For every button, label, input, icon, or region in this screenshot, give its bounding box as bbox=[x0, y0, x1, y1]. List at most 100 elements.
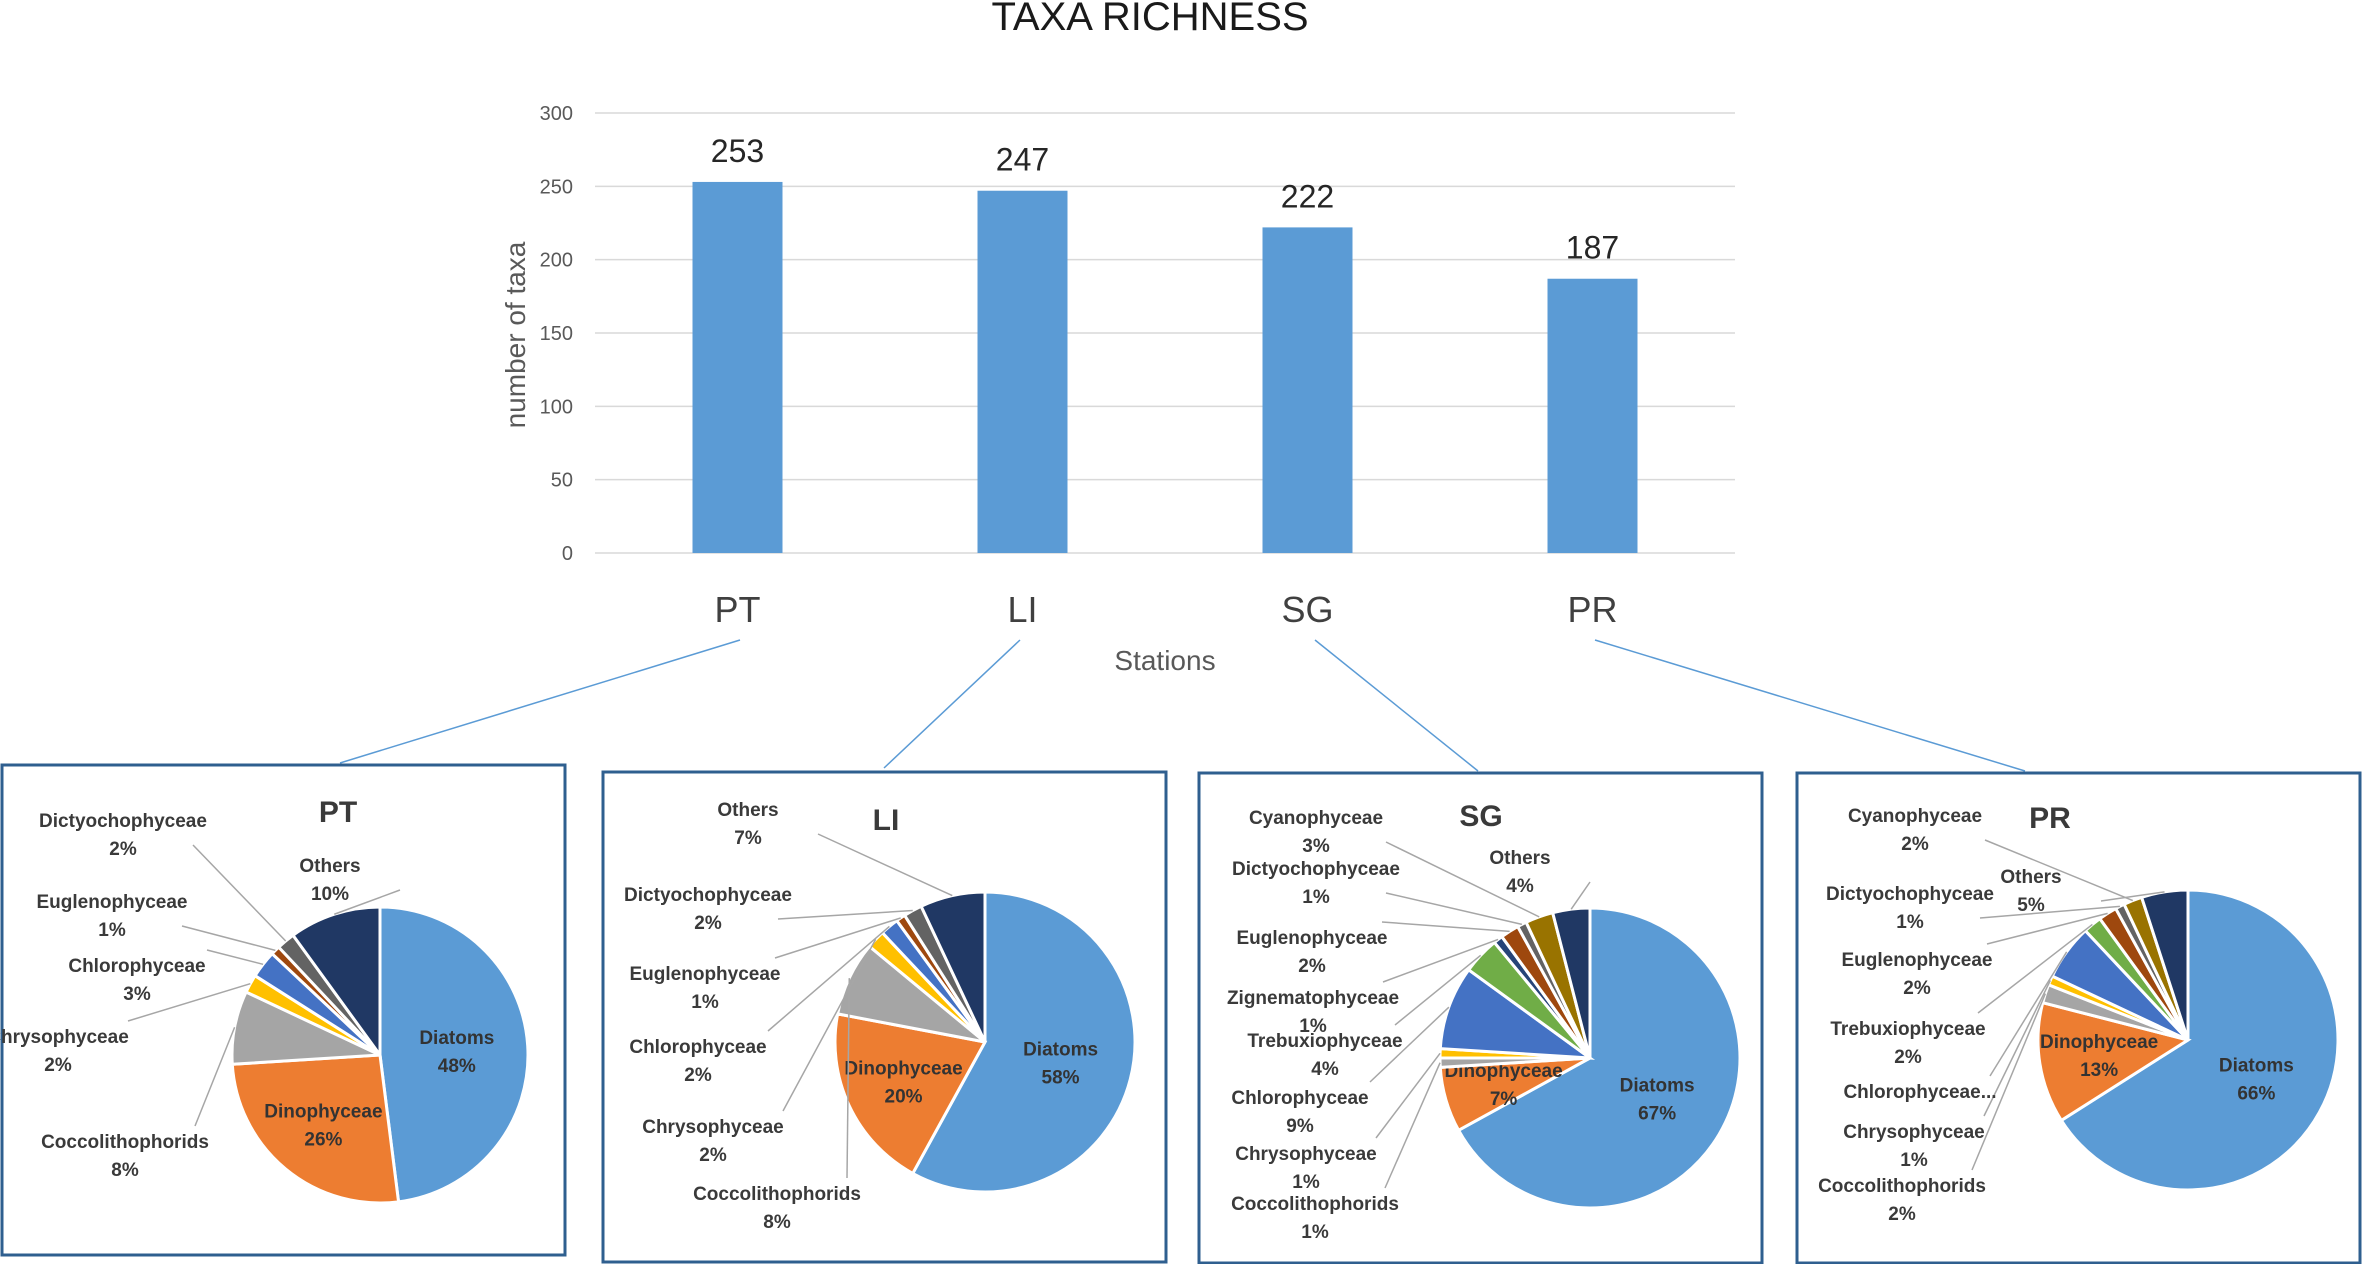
bar-chart: 0 50 100 150 200 250 300 253 PT 247 LI 222 SG 187 PR bbox=[540, 103, 1735, 630]
slice-percent: 2% bbox=[684, 1065, 712, 1086]
slice-percent: 4% bbox=[1506, 876, 1534, 897]
leader-line bbox=[817, 833, 953, 897]
slice-label: Others bbox=[2000, 867, 2061, 888]
connector-pt bbox=[339, 639, 741, 764]
connector-sg bbox=[1314, 639, 1479, 772]
slice-percent: 2% bbox=[109, 839, 137, 860]
slice-label: Chrysophyceae bbox=[1235, 1144, 1377, 1165]
leader-line bbox=[767, 925, 890, 1032]
slice-percent: 1% bbox=[1302, 887, 1330, 908]
slice-label: Euglenophyceae bbox=[37, 892, 188, 913]
slice-percent: 2% bbox=[1901, 834, 1929, 855]
connector-li bbox=[883, 639, 1021, 769]
slice-label: Dictyochophyceae bbox=[624, 885, 792, 906]
pie-panel-li: LI Diatoms 58% Dinophyceae 20% Coccolithophor… bbox=[601, 770, 1168, 1264]
slice-label: Dinophyceae bbox=[844, 1058, 962, 1079]
leader-line bbox=[782, 938, 877, 1112]
leader-line bbox=[1979, 905, 2120, 919]
y-axis-title: number of taxa bbox=[500, 241, 531, 428]
slice-dinophyceae bbox=[2036, 1000, 2192, 1123]
y-tick-label: 100 bbox=[540, 396, 573, 418]
slice-percent: 4% bbox=[1311, 1059, 1339, 1080]
slice-diatoms bbox=[378, 905, 530, 1204]
slice-label: Diatoms bbox=[1023, 1039, 1098, 1060]
leader-line bbox=[777, 909, 913, 920]
slice-label: Others bbox=[1489, 848, 1550, 869]
slice-label: Dinophyceae bbox=[264, 1101, 382, 1122]
slice-others bbox=[2139, 888, 2190, 1041]
slice-label: Cyanophyceae bbox=[1249, 808, 1383, 829]
slice-chlorophyceae bbox=[1438, 967, 1596, 1060]
slice-label: Chlorophyceae... bbox=[1843, 1082, 1996, 1103]
leader-line bbox=[2100, 891, 2165, 902]
slice-diatoms bbox=[2059, 888, 2340, 1192]
x-category-label: PT bbox=[714, 589, 760, 630]
slice-percent: 3% bbox=[123, 984, 151, 1005]
leader-line bbox=[1369, 1006, 1450, 1083]
slice-percent: 5% bbox=[2017, 895, 2045, 916]
slice-dinophyceae bbox=[833, 1012, 988, 1176]
y-tick-label: 250 bbox=[540, 176, 573, 198]
slice-percent: 8% bbox=[763, 1212, 791, 1233]
slice-label: Coccolithophorids bbox=[41, 1132, 209, 1153]
slice-percent: 2% bbox=[44, 1055, 72, 1076]
bar-pt bbox=[692, 181, 783, 553]
leader-line bbox=[774, 917, 901, 959]
slice-percent: 13% bbox=[2080, 1060, 2118, 1081]
slice-percent: 1% bbox=[1301, 1222, 1329, 1243]
bar-value-label: 222 bbox=[1281, 178, 1334, 214]
slice-percent: 1% bbox=[1900, 1150, 1928, 1171]
slice-label: Coccolithophorids bbox=[1818, 1176, 1986, 1197]
slice-label: Chrysophyceae bbox=[1843, 1122, 1985, 1143]
y-tick-label: 300 bbox=[540, 103, 573, 125]
pie-title: SG bbox=[1459, 800, 1502, 833]
slice-label: Chlorophyceae bbox=[629, 1037, 766, 1058]
leader-line bbox=[1384, 1062, 1441, 1189]
slice-label: Cyanophyceae bbox=[1848, 806, 1982, 827]
slice-percent: 1% bbox=[1292, 1172, 1320, 1193]
pie-panel-pr: PR Diatoms 66% Dinophyceae 13% Coccolithophor… bbox=[1795, 771, 2362, 1264]
slice-percent: 1% bbox=[1299, 1016, 1327, 1037]
slice-percent: 1% bbox=[1896, 912, 1924, 933]
slice-percent: 20% bbox=[885, 1086, 923, 1107]
slice-percent: 7% bbox=[1490, 1089, 1518, 1110]
pie-panel-sg: SGDiatoms67%Dinophyceae7%Coccolithophori… bbox=[1197, 771, 1764, 1264]
leader-line bbox=[181, 925, 276, 952]
slice-percent: 1% bbox=[691, 992, 719, 1013]
slice-percent: 10% bbox=[311, 884, 349, 905]
leader-line bbox=[1971, 993, 2047, 1171]
slice-label: Trebuxiophyceae bbox=[1830, 1019, 1985, 1040]
leader-line bbox=[127, 982, 251, 1022]
pie-title: LI bbox=[873, 804, 900, 837]
leader-line bbox=[194, 1026, 236, 1127]
leader-line bbox=[192, 844, 287, 942]
slice-diatoms bbox=[910, 890, 1137, 1194]
leader-line bbox=[1977, 923, 2093, 1014]
slice-label: Others bbox=[717, 800, 778, 821]
bar-value-label: 187 bbox=[1566, 230, 1619, 266]
bar-value-label: 253 bbox=[711, 133, 764, 169]
connector-pr bbox=[1594, 639, 2026, 772]
slice-label: Chrysophyceae bbox=[0, 1027, 129, 1048]
slice-percent: 8% bbox=[111, 1160, 139, 1181]
leader-line bbox=[334, 889, 401, 915]
slice-label: Euglenophyceae bbox=[1842, 950, 1993, 971]
slice-label: Dinophyceae bbox=[2040, 1032, 2158, 1053]
leader-line bbox=[1983, 980, 2052, 1117]
pie-title: PT bbox=[319, 796, 357, 829]
slice-percent: 2% bbox=[1903, 978, 1931, 999]
station-connectors bbox=[339, 639, 2026, 772]
y-tick-label: 200 bbox=[540, 250, 573, 272]
slice-label: Coccolithophorids bbox=[1231, 1194, 1399, 1215]
bar-sg bbox=[1262, 227, 1353, 553]
pie-panel-pt: PT Diatoms 48% Dinophyceae 26% Coccolithophor… bbox=[0, 763, 567, 1257]
x-category-label: SG bbox=[1281, 589, 1333, 630]
slice-label: Diatoms bbox=[419, 1028, 494, 1049]
y-tick-label: 150 bbox=[540, 323, 573, 345]
slice-label: Trebuxiophyceae bbox=[1247, 1031, 1402, 1052]
slice-label: Dictyochophyceae bbox=[1232, 859, 1400, 880]
slice-label: Euglenophyceae bbox=[1237, 928, 1388, 949]
bar-value-label: 247 bbox=[996, 142, 1049, 178]
leader-line bbox=[1385, 892, 1523, 926]
leader-line bbox=[206, 949, 264, 966]
